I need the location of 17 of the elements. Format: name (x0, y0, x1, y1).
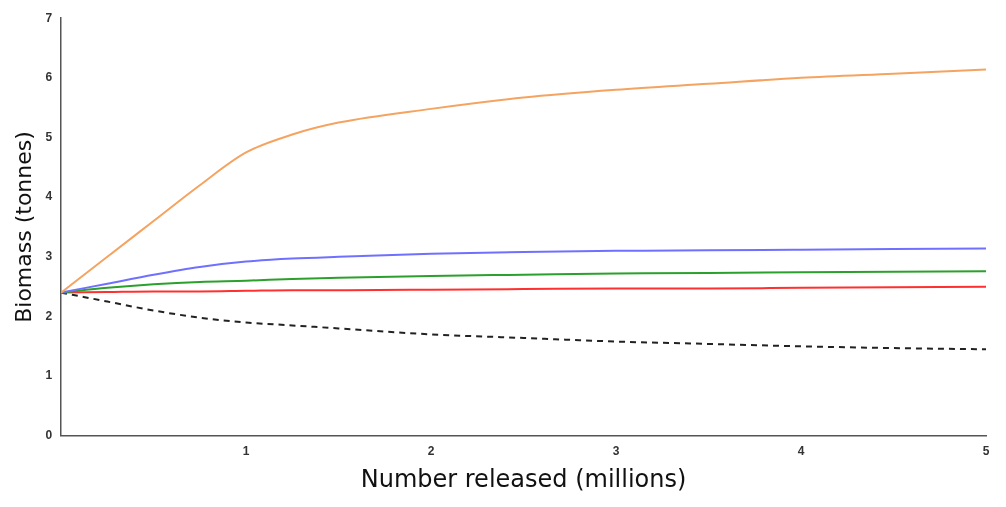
y-tick-label: 1 (45, 368, 53, 383)
y-tick-label: 3 (45, 249, 53, 264)
x-tick-label: 1 (242, 444, 250, 459)
y-tick-label: 0 (45, 428, 53, 443)
line-series (61, 247, 986, 294)
line-series (61, 68, 986, 294)
x-tick-label: 2 (427, 444, 435, 459)
x-tick-label: 4 (797, 444, 805, 459)
y-tick-label: 6 (45, 70, 53, 85)
y-tick-label: 4 (45, 189, 53, 204)
y-tick-label: 7 (45, 10, 53, 25)
y-axis-title: Biomass (tonnes) (10, 131, 36, 323)
x-axis-title: Number released (millions) (360, 464, 687, 493)
y-tick-label: 2 (45, 308, 53, 323)
y-tick-label: 5 (45, 129, 53, 144)
x-tick-label: 3 (612, 444, 620, 459)
x-tick-label: 5 (982, 444, 990, 459)
